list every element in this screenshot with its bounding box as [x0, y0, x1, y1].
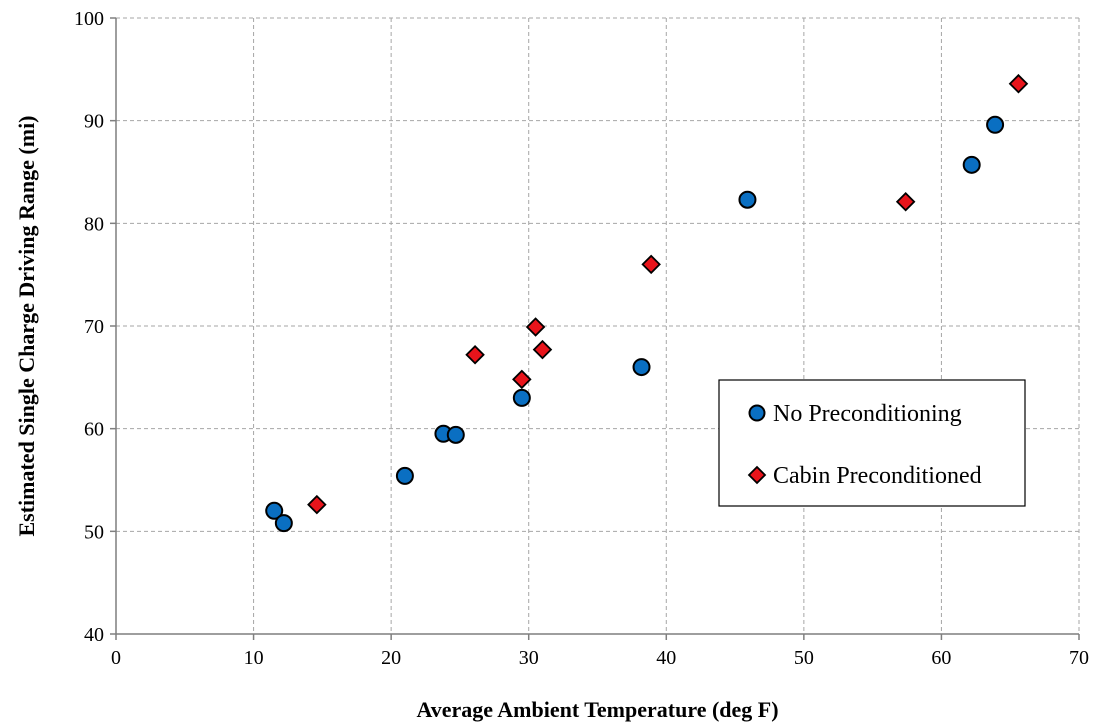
y-tick-label: 50: [84, 521, 104, 543]
x-tick-label: 40: [656, 647, 676, 669]
x-tick-label: 70: [1069, 647, 1089, 669]
data-point-no-preconditioning: [274, 514, 293, 533]
axis-layer: [115, 18, 1079, 635]
legend-label: Cabin Preconditioned: [773, 463, 982, 489]
legend-label: No Preconditioning: [773, 401, 962, 427]
y-tick-label: 80: [84, 213, 104, 235]
legend-marker-no-preconditioning: [748, 404, 766, 422]
legend-marker-cabin-preconditioned: [747, 465, 767, 485]
data-point-no-preconditioning: [446, 425, 465, 444]
legend: No Preconditioning Cabin Preconditioned: [718, 379, 1026, 507]
data-point-cabin-preconditioned: [895, 192, 916, 212]
y-axis-title: Estimated Single Charge Driving Range (m…: [14, 115, 39, 536]
data-point-no-preconditioning: [512, 388, 531, 407]
x-tick-label: 50: [794, 647, 814, 669]
grid-layer: [116, 17, 1080, 634]
tick-layer: 0 10 20 30 40 50 60 70 40 50 60 70 80 90 100: [74, 8, 1089, 669]
points-layer: [265, 73, 1029, 533]
data-point-no-preconditioning: [962, 155, 981, 174]
data-point-cabin-preconditioned: [1008, 73, 1029, 94]
x-tick-label: 60: [931, 647, 951, 669]
data-point-no-preconditioning: [632, 358, 651, 377]
x-axis-title: Average Ambient Temperature (deg F): [416, 697, 778, 722]
y-tick-label: 100: [74, 8, 104, 30]
data-point-cabin-preconditioned: [525, 317, 546, 337]
data-point-cabin-preconditioned: [465, 344, 485, 365]
y-tick-label: 60: [84, 419, 104, 441]
legend-box: [718, 379, 1026, 507]
data-point-cabin-preconditioned: [641, 254, 661, 275]
data-point-no-preconditioning: [738, 190, 757, 209]
data-point-no-preconditioning: [986, 115, 1005, 134]
data-point-cabin-preconditioned: [307, 494, 327, 515]
y-tick-label: 90: [84, 111, 104, 133]
data-point-cabin-preconditioned: [532, 339, 553, 360]
x-tick-label: 30: [519, 647, 539, 669]
y-tick-label: 70: [84, 316, 104, 338]
data-point-cabin-preconditioned: [512, 369, 532, 390]
data-point-no-preconditioning: [395, 466, 414, 485]
x-tick-label: 20: [381, 647, 401, 669]
data-point-no-preconditioning: [265, 501, 284, 520]
x-tick-label: 0: [111, 647, 121, 669]
y-tick-label: 40: [84, 624, 104, 646]
x-tick-label: 10: [244, 647, 264, 669]
